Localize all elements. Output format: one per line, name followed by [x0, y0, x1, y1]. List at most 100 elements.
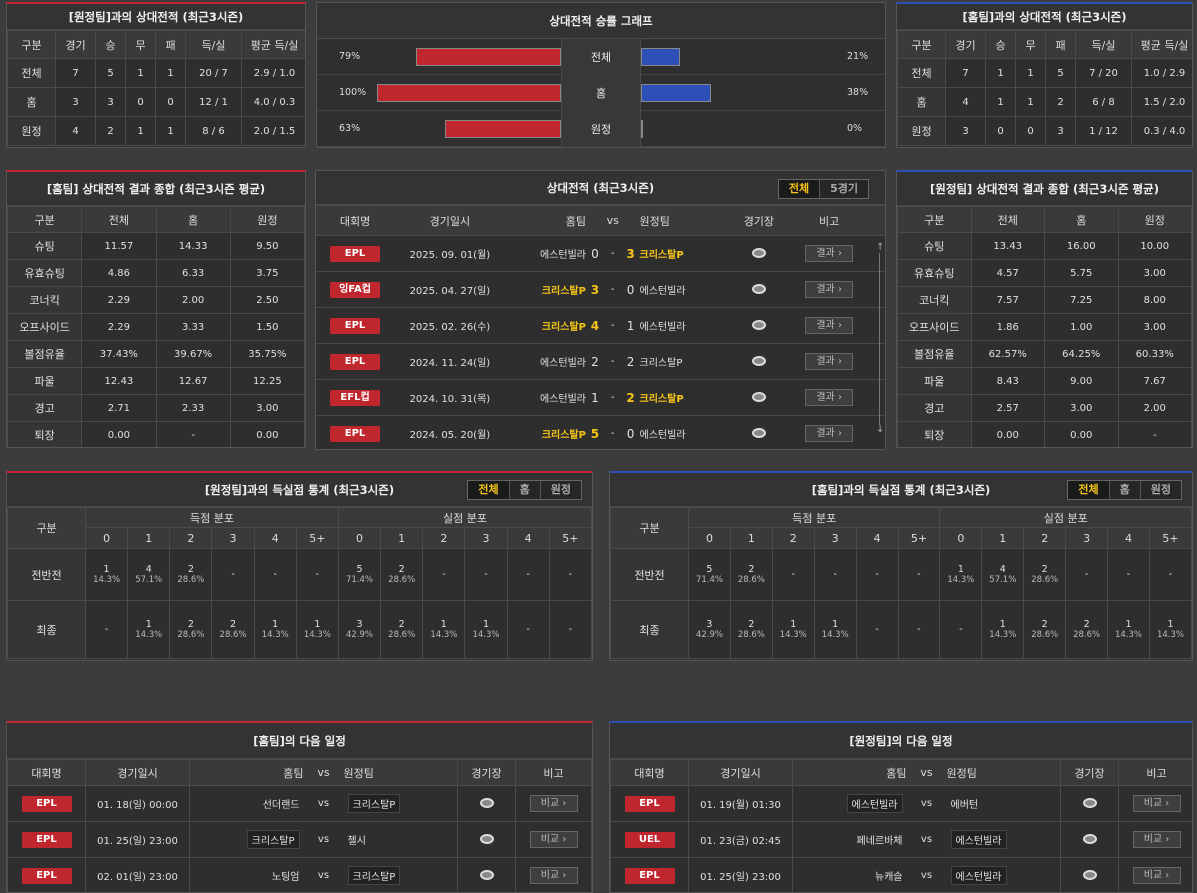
table-row: 오프사이드 1.86 1.00 3.00 [897, 313, 1192, 341]
seg-away[interactable]: 원정 [550, 483, 571, 496]
compare-button[interactable]: 비교 › [1132, 831, 1181, 848]
column-header: 전체 [81, 206, 157, 233]
league-cell: EPL [316, 307, 395, 344]
cell: 4.57 [970, 259, 1045, 287]
cell: 7.67 [1117, 367, 1192, 395]
away-score: 2 [621, 379, 640, 416]
scrollbar[interactable]: ↑ ↓ [876, 242, 885, 443]
h2h-segment[interactable]: 전체 5경기 [777, 179, 869, 199]
cell: 16.00 [1044, 232, 1119, 260]
cell: 7 [55, 58, 96, 88]
cell: 1.0 / 2.9 [1131, 58, 1192, 88]
goals-home-segment[interactable]: 전체 홈 원정 [1067, 480, 1182, 500]
h2h-away-panel: [원정팀]과의 상대전적 (최근3시즌) 구분 경기 승 무 패 득/실 평균 득/실 전체 7… [6, 2, 306, 148]
compare-button[interactable]: 비교 › [1132, 795, 1181, 812]
home-team: 에스턴빌라 [505, 235, 586, 272]
graph-row: 100% 홈 38% [317, 75, 885, 111]
scroll-up-icon[interactable]: ↑ [876, 242, 885, 253]
percent: 71.4% [346, 575, 374, 585]
away-team: 크리스탈P [347, 794, 401, 813]
stadium-icon[interactable] [1082, 798, 1097, 808]
result-button[interactable]: 결과 › [805, 425, 854, 442]
vs-cell: vs [906, 857, 947, 892]
goals-away-table: 구분 득점 분포 실점 분포 0 1 2 3 4 5+ 0 1 2 3 4 5+ 전반전 1 14.3% 4 57.1… [7, 507, 592, 659]
table-row: 볼점유율 62.57% 64.25% 60.33% [897, 340, 1192, 368]
compare-button[interactable]: 비교 › [1132, 867, 1181, 884]
percent: 14.3% [93, 575, 121, 585]
winrate-graph-panel: 상대전적 승률 그래프 79% 전체 21% 100% 홈 38% 63% 원정 0% [316, 2, 886, 148]
panel-title: [홈팀] 상대전적 결과 종합 (최근3시즌 평균) [7, 172, 305, 206]
result-button[interactable]: 결과 › [805, 317, 854, 334]
stadium-icon[interactable] [479, 798, 494, 808]
stadium-icon[interactable] [751, 428, 766, 438]
count: 1 [1167, 619, 1174, 630]
row-label: 코너킥 [897, 286, 972, 314]
percent: 42.9% [346, 630, 374, 640]
summary-home-panel: [홈팀] 상대전적 결과 종합 (최근3시즌 평균) 구분 전체 홈 원정 슈팅 11.5… [6, 170, 306, 448]
note-cell: 결과 › [795, 343, 863, 380]
seg-all[interactable]: 전체 [778, 180, 821, 198]
result-button[interactable]: 결과 › [805, 353, 854, 370]
stadium-icon[interactable] [1082, 870, 1097, 880]
stadium-icon[interactable] [751, 284, 766, 294]
seg-all[interactable]: 전체 [1068, 481, 1110, 499]
stadium-icon[interactable] [479, 834, 494, 844]
league-badge: EPL [330, 245, 381, 262]
away-team-cell: 에스턴빌라 [946, 821, 1061, 858]
home-team-cell: 크리스탈P [189, 821, 304, 858]
col-away: 원정팀 [946, 759, 1061, 786]
count: - [917, 624, 921, 635]
scroll-down-icon[interactable]: ↓ [876, 424, 885, 435]
column-header: 경기 [945, 30, 986, 59]
stadium-icon[interactable] [479, 870, 494, 880]
percent: 14.3% [430, 630, 458, 640]
result-button[interactable]: 결과 › [805, 281, 854, 298]
seg-away[interactable]: 원정 [1150, 483, 1171, 496]
left-bar [377, 84, 561, 102]
seg-home[interactable]: 홈 [1110, 481, 1141, 499]
header-row: 구분 전체 홈 원정 [897, 206, 1192, 233]
dist-cell: 2 28.6% [1023, 548, 1067, 601]
date-cell: 2025. 09. 01(월) [394, 235, 506, 272]
home-score: 5 [585, 415, 604, 449]
result-button[interactable]: 결과 › [805, 389, 854, 406]
dist-cell: 3 42.9% [337, 600, 382, 659]
col-away: 원정팀 [343, 759, 458, 786]
dist-cell: - [1148, 548, 1192, 601]
goal-count-header: 1 [981, 527, 1025, 549]
seg-all[interactable]: 전체 [468, 481, 510, 499]
goal-count-header: 1 [729, 527, 773, 549]
stadium-icon[interactable] [751, 356, 766, 366]
dist-cell: - [897, 548, 941, 601]
goals-away-segment[interactable]: 전체 홈 원정 [467, 480, 582, 500]
cell: 2 [95, 116, 126, 146]
compare-button[interactable]: 비교 › [529, 867, 578, 884]
count: - [442, 569, 446, 580]
col-note: 비고 [795, 205, 863, 236]
stadium-icon[interactable] [1082, 834, 1097, 844]
column-header: 홈 [1044, 206, 1119, 233]
goal-count-header: 4 [506, 527, 550, 549]
stadium-icon[interactable] [751, 392, 766, 402]
compare-button[interactable]: 비교 › [529, 795, 578, 812]
cell: 1 [985, 58, 1016, 88]
vs-cell: vs [906, 785, 947, 822]
result-button[interactable]: 결과 › [805, 245, 854, 262]
column-header: 패 [155, 30, 186, 59]
seg-home[interactable]: 홈 [510, 481, 541, 499]
goal-count-header: 4 [1107, 527, 1150, 549]
compare-button[interactable]: 비교 › [529, 831, 578, 848]
chevron-right-icon: › [834, 284, 842, 295]
seg-5games[interactable]: 5경기 [830, 182, 858, 195]
compare-button-label: 비교 [540, 870, 560, 881]
stadium-icon[interactable] [751, 248, 766, 258]
stadium-icon[interactable] [751, 320, 766, 330]
goal-count-header: 0 [84, 527, 129, 549]
count: - [1126, 569, 1131, 580]
note-cell: 결과 › [795, 415, 863, 449]
vs-cell: vs [303, 785, 344, 822]
percent: 14.3% [261, 630, 289, 640]
percent: 14.3% [779, 630, 807, 640]
goal-count-header: 2 [422, 527, 466, 549]
